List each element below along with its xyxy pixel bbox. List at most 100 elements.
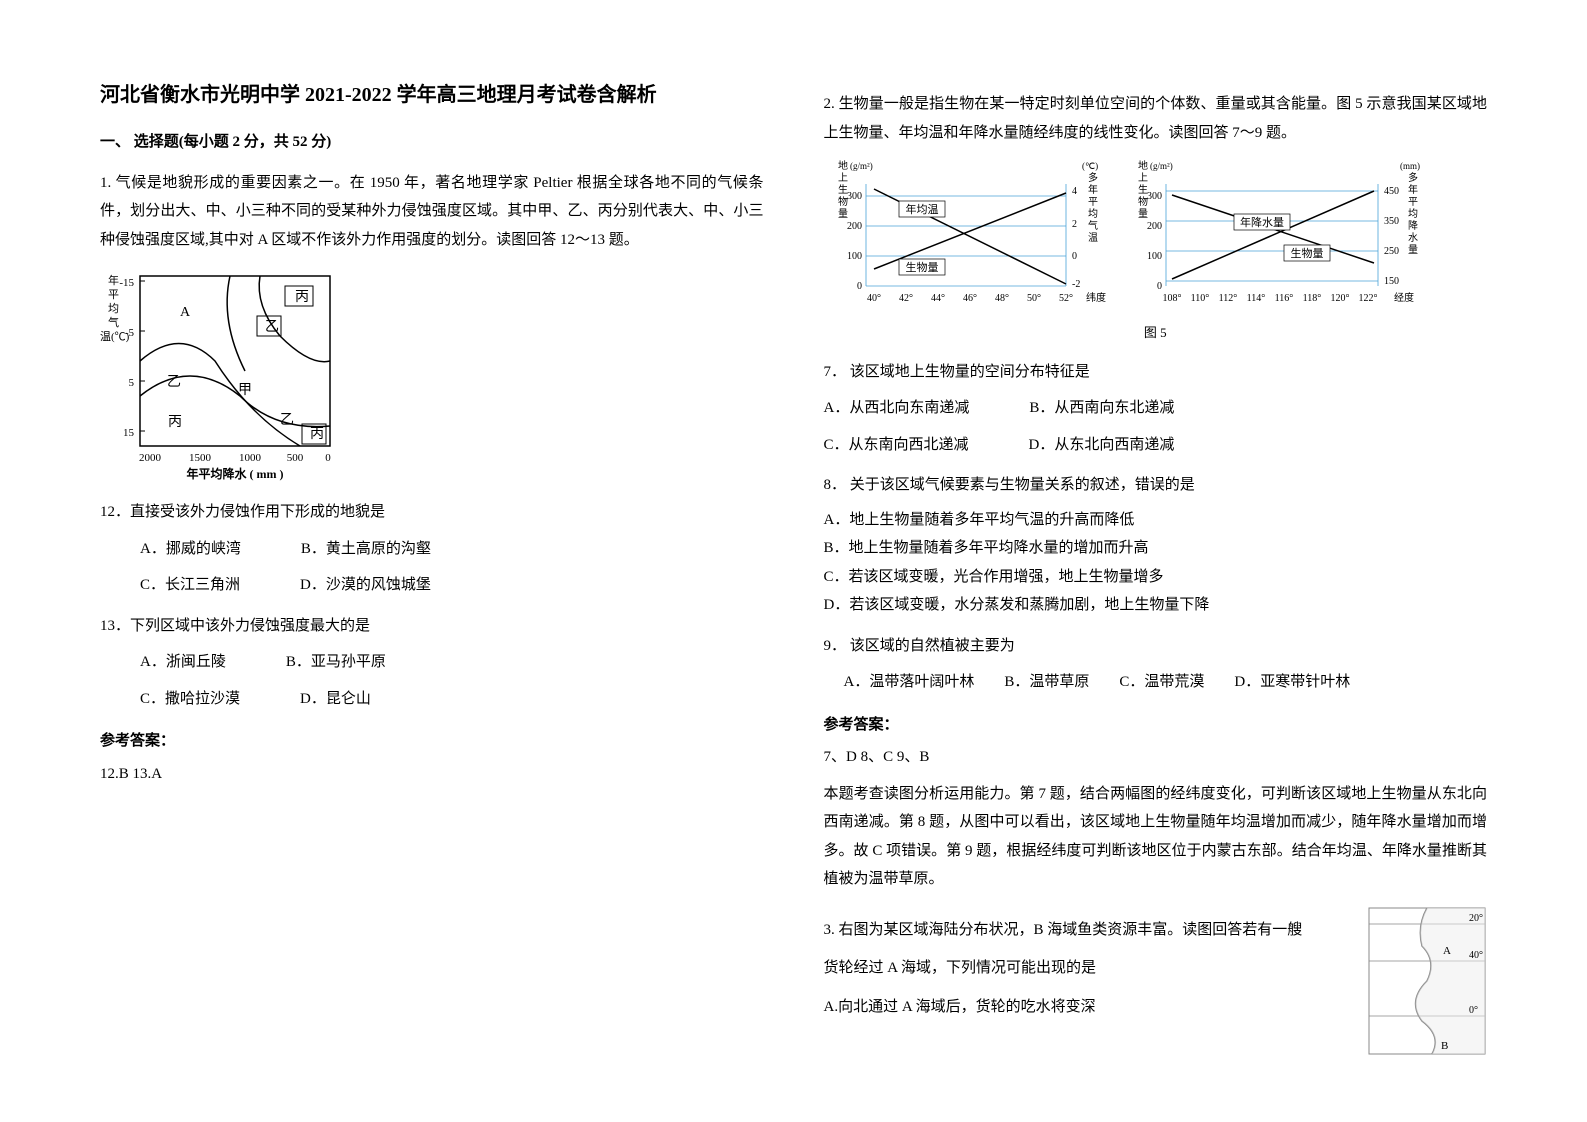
section-1-header: 一、 选择题(每小题 2 分，共 52 分) xyxy=(100,128,764,157)
svg-text:2: 2 xyxy=(1072,219,1077,230)
q3-stem-b: 货轮经过 A 海域，下列情况可能出现的是 xyxy=(824,954,1358,983)
svg-text:纬度: 纬度 xyxy=(1086,291,1106,304)
q7-opt-c: C．从东南向西北递减 xyxy=(824,431,969,460)
q13-opt-d: D．昆仑山 xyxy=(300,685,371,714)
svg-text:生: 生 xyxy=(1138,183,1148,196)
svg-text:120°: 120° xyxy=(1330,293,1349,304)
svg-text:-2: -2 xyxy=(1072,279,1080,290)
svg-text:50°: 50° xyxy=(1027,293,1041,304)
svg-text:118°: 118° xyxy=(1302,293,1321,304)
svg-text:0: 0 xyxy=(1072,251,1077,262)
q7-opt-d: D．从东北向西南递减 xyxy=(1029,431,1175,460)
svg-text:气: 气 xyxy=(108,315,119,329)
svg-text:年: 年 xyxy=(1408,183,1418,196)
q12-opt-a: A．挪威的峡湾 xyxy=(140,535,241,564)
svg-text:气: 气 xyxy=(1088,219,1098,232)
svg-text:112°: 112° xyxy=(1218,293,1237,304)
q2-left-chart: 300 200 100 0 4 2 0 -2 40° 42° 44° 46° 4… xyxy=(824,159,1114,319)
svg-text:丙: 丙 xyxy=(168,415,182,430)
svg-text:多: 多 xyxy=(1088,171,1098,184)
q8-opt-d: D．若该区域变暖，水分蒸发和蒸腾加剧，地上生物量下降 xyxy=(824,591,1488,620)
svg-text:1000: 1000 xyxy=(239,452,262,464)
svg-text:0: 0 xyxy=(325,452,331,464)
svg-text:5: 5 xyxy=(129,377,135,389)
svg-text:2000: 2000 xyxy=(139,452,162,464)
q9-opt-a: A．温带落叶阔叶林 xyxy=(844,668,975,697)
q1-stem: 1. 气候是地貌形成的重要因素之一。在 1950 年，著名地理学家 Peltie… xyxy=(100,169,764,255)
svg-text:300: 300 xyxy=(847,191,862,202)
svg-text:物: 物 xyxy=(1138,195,1148,208)
svg-text:平: 平 xyxy=(1088,197,1098,208)
q13-stem: 13．下列区域中该外力侵蚀强度最大的是 xyxy=(100,612,764,641)
q12-opt-b: B．黄土高原的沟壑 xyxy=(301,535,431,564)
svg-text:200: 200 xyxy=(847,221,862,232)
svg-text:46°: 46° xyxy=(963,293,977,304)
answers2-explain: 本题考查读图分析运用能力。第 7 题，结合两幅图的经纬度变化，可判断该区域地上生… xyxy=(824,780,1488,894)
svg-text:(℃): (℃) xyxy=(1082,161,1098,171)
svg-text:250: 250 xyxy=(1384,246,1399,257)
svg-text:1500: 1500 xyxy=(189,452,212,464)
q12-options: A．挪威的峡湾 B．黄土高原的沟壑 C．长江三角洲 D．沙漠的风蚀城堡 xyxy=(140,535,764,600)
svg-text:乙: 乙 xyxy=(167,374,181,390)
svg-text:量: 量 xyxy=(1138,208,1148,220)
q12-opt-c: C．长江三角洲 xyxy=(140,571,240,600)
svg-text:15: 15 xyxy=(123,427,135,439)
q9-opt-d: D．亚寒带针叶林 xyxy=(1234,668,1350,697)
svg-text:40°: 40° xyxy=(867,293,881,304)
svg-text:20°: 20° xyxy=(1469,913,1483,924)
svg-text:乙: 乙 xyxy=(265,319,279,335)
answers2-line: 7、D 8、C 9、B xyxy=(824,743,1488,772)
svg-text:0: 0 xyxy=(857,281,862,292)
svg-text:(g/m²): (g/m²) xyxy=(850,161,873,171)
answers1-header: 参考答案： xyxy=(100,727,764,756)
svg-text:150: 150 xyxy=(1384,276,1399,287)
svg-text:B: B xyxy=(1441,1040,1448,1052)
svg-text:122°: 122° xyxy=(1358,293,1377,304)
q12-stem: 12．直接受该外力侵蚀作用下形成的地貌是 xyxy=(100,498,764,527)
svg-text:0: 0 xyxy=(1157,281,1162,292)
svg-text:多: 多 xyxy=(1408,171,1418,184)
q2-right-chart: 300 200 100 0 450 350 250 150 108° 110° … xyxy=(1124,159,1434,319)
svg-text:均: 均 xyxy=(1088,208,1098,220)
svg-text:物: 物 xyxy=(838,195,848,208)
q13-opt-a: A．浙闽丘陵 xyxy=(140,648,226,677)
svg-text:生物量: 生物量 xyxy=(1290,246,1323,260)
q8-opt-b: B．地上生物量随着多年平均降水量的增加而升高 xyxy=(824,534,1488,563)
svg-text:年降水量: 年降水量 xyxy=(1240,215,1284,229)
svg-text:A: A xyxy=(180,305,191,320)
q3-opt-a: A.向北通过 A 海域后，货轮的吃水将变深 xyxy=(824,993,1358,1022)
svg-text:均: 均 xyxy=(108,302,119,315)
svg-text:500: 500 xyxy=(287,452,304,464)
svg-text:地: 地 xyxy=(838,159,848,172)
svg-text:52°: 52° xyxy=(1059,293,1073,304)
q13-opt-c: C．撒哈拉沙漠 xyxy=(140,685,240,714)
svg-text:44°: 44° xyxy=(931,293,945,304)
q13-opt-b: B．亚马孙平原 xyxy=(286,648,386,677)
svg-text:100: 100 xyxy=(1147,251,1162,262)
q2-figure: 300 200 100 0 4 2 0 -2 40° 42° 44° 46° 4… xyxy=(824,159,1488,346)
exam-title: 河北省衡水市光明中学 2021-2022 学年高三地理月考试卷含解析 xyxy=(100,80,764,110)
q9-opt-c: C．温带荒漠 xyxy=(1119,668,1204,697)
q7-opt-b: B．从西南向东北递减 xyxy=(1029,394,1174,423)
svg-text:108°: 108° xyxy=(1162,293,1181,304)
svg-text:丙: 丙 xyxy=(310,427,324,442)
svg-text:生物量: 生物量 xyxy=(905,260,938,274)
svg-text:116°: 116° xyxy=(1274,293,1293,304)
answers2-header: 参考答案： xyxy=(824,711,1488,740)
svg-text:4: 4 xyxy=(1072,186,1077,197)
svg-text:乙: 乙 xyxy=(280,412,294,428)
q8-stem: 8． 关于该区域气候要素与生物量关系的叙述，错误的是 xyxy=(824,471,1488,500)
svg-text:年: 年 xyxy=(108,273,119,287)
q8-opt-c: C．若该区域变暖，光合作用增强，地上生物量增多 xyxy=(824,563,1488,592)
svg-text:上: 上 xyxy=(838,172,848,184)
svg-text:平: 平 xyxy=(108,289,119,301)
left-column: 河北省衡水市光明中学 2021-2022 学年高三地理月考试卷含解析 一、 选择… xyxy=(100,80,764,1042)
q1-figure: -15 -5 5 15 2000 1500 1000 500 0 年 平 均 气… xyxy=(100,266,764,486)
q12-opt-d: D．沙漠的风蚀城堡 xyxy=(300,571,431,600)
svg-text:0°: 0° xyxy=(1469,1005,1478,1016)
q3-map: 20° 40° A 0° B xyxy=(1367,906,1487,1056)
svg-text:温(℃): 温(℃) xyxy=(100,330,130,343)
svg-text:114°: 114° xyxy=(1246,293,1265,304)
svg-text:A: A xyxy=(1443,945,1451,957)
svg-text:量: 量 xyxy=(838,208,848,220)
